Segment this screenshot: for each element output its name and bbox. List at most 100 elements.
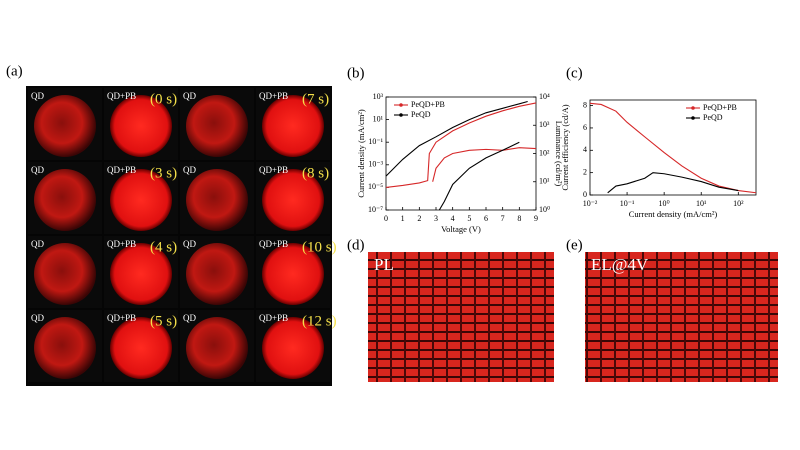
series-line bbox=[589, 102, 757, 194]
device-glow bbox=[262, 243, 324, 305]
device-glow bbox=[186, 169, 248, 231]
y-tick-label: 10⁻⁷ bbox=[368, 205, 383, 214]
legend-marker bbox=[399, 103, 403, 107]
legend-label: PeQD+PB bbox=[703, 103, 737, 112]
plot-frame bbox=[589, 99, 757, 196]
series-line bbox=[432, 147, 537, 182]
y2-tick-label: 10¹ bbox=[539, 177, 550, 186]
x-axis-title: Voltage (V) bbox=[441, 224, 481, 234]
legend-label: PeQD bbox=[703, 113, 723, 122]
time-label: (12 s) bbox=[302, 313, 337, 329]
device-glow bbox=[186, 317, 248, 379]
device-glow bbox=[34, 317, 96, 379]
device-glow bbox=[110, 317, 172, 379]
cell-label: QD+PB bbox=[107, 91, 136, 101]
panel-label: (a) bbox=[6, 63, 23, 79]
time-label: (8 s) bbox=[302, 165, 329, 181]
time-label: (5 s) bbox=[150, 313, 177, 329]
time-label: (10 s) bbox=[302, 239, 337, 255]
cell-label: QD bbox=[31, 91, 44, 101]
x-tick-label: 7 bbox=[501, 214, 505, 223]
image-label: PL bbox=[374, 255, 394, 274]
legend-marker bbox=[399, 113, 403, 117]
x-tick-label: 10¹ bbox=[696, 199, 707, 208]
x-tick-label: 8 bbox=[517, 214, 521, 223]
x-tick-label: 10² bbox=[733, 199, 744, 208]
series-line bbox=[438, 141, 520, 211]
series-line bbox=[385, 102, 537, 188]
time-label: (7 s) bbox=[302, 91, 329, 107]
y-tick-label: 4 bbox=[583, 145, 587, 154]
time-label: (3 s) bbox=[150, 165, 177, 181]
legend-label: PeQD+PB bbox=[411, 100, 445, 109]
y2-axis-title: Luminance (cd/m²) bbox=[554, 121, 564, 187]
device-glow bbox=[110, 243, 172, 305]
cell-label: QD bbox=[31, 313, 44, 323]
y-tick-label: 6 bbox=[583, 123, 587, 132]
y-tick-label: 10¹ bbox=[373, 114, 384, 123]
panel-label: (e) bbox=[566, 237, 583, 253]
device-glow bbox=[262, 169, 324, 231]
y2-tick-label: 10³ bbox=[539, 120, 550, 129]
x-tick-label: 5 bbox=[467, 214, 471, 223]
device-glow bbox=[186, 243, 248, 305]
panel-label: (d) bbox=[347, 237, 365, 253]
cell-label: QD bbox=[183, 313, 196, 323]
device-glow bbox=[34, 169, 96, 231]
x-tick-label: 2 bbox=[417, 214, 421, 223]
cell-label: QD+PB bbox=[259, 313, 288, 323]
legend-marker bbox=[691, 116, 695, 120]
x-tick-label: 1 bbox=[401, 214, 405, 223]
y-tick-label: 10⁻¹ bbox=[368, 137, 383, 146]
y-tick-label: 10⁻⁵ bbox=[368, 182, 383, 191]
device-glow bbox=[186, 95, 248, 157]
series-line bbox=[607, 172, 739, 194]
image-label: EL@4V bbox=[591, 255, 649, 274]
x-tick-label: 10⁻² bbox=[583, 199, 598, 208]
x-tick-label: 10⁰ bbox=[659, 199, 670, 208]
y-tick-label: 10³ bbox=[373, 92, 384, 101]
panel-label: (c) bbox=[566, 65, 583, 81]
device-glow bbox=[262, 95, 324, 157]
cell-label: QD+PB bbox=[107, 313, 136, 323]
cell-label: QD bbox=[31, 239, 44, 249]
y-tick-label: 0 bbox=[583, 190, 587, 199]
cell-label: QD+PB bbox=[107, 239, 136, 249]
plot-frame bbox=[385, 96, 537, 211]
y-tick-label: 2 bbox=[583, 167, 587, 176]
y-tick-label: 10⁻³ bbox=[368, 160, 383, 169]
y-axis-title: Current efficiency (cd/A) bbox=[560, 104, 570, 190]
x-tick-label: 0 bbox=[384, 214, 388, 223]
device-glow bbox=[34, 95, 96, 157]
cell-label: QD bbox=[183, 165, 196, 175]
panel-label: (b) bbox=[347, 65, 365, 81]
cell-label: QD+PB bbox=[259, 165, 288, 175]
device-glow bbox=[110, 95, 172, 157]
x-tick-label: 3 bbox=[434, 214, 438, 223]
y-axis-title: Current density (mA/cm²) bbox=[356, 109, 366, 198]
cell-label: QD bbox=[183, 91, 196, 101]
y2-tick-label: 10² bbox=[539, 148, 550, 157]
y2-tick-label: 10⁴ bbox=[539, 92, 550, 101]
x-tick-label: 10⁻¹ bbox=[620, 199, 635, 208]
legend-marker bbox=[691, 106, 695, 110]
device-glow bbox=[262, 317, 324, 379]
y2-tick-label: 10⁰ bbox=[539, 205, 550, 214]
cell-label: QD bbox=[31, 165, 44, 175]
cell-label: QD+PB bbox=[259, 239, 288, 249]
device-glow bbox=[110, 169, 172, 231]
cell-label: QD+PB bbox=[107, 165, 136, 175]
device-glow bbox=[34, 243, 96, 305]
x-tick-label: 9 bbox=[534, 214, 538, 223]
y-tick-label: 8 bbox=[583, 100, 587, 109]
cell-label: QD+PB bbox=[259, 91, 288, 101]
series-line bbox=[385, 100, 528, 177]
x-tick-label: 4 bbox=[451, 214, 455, 223]
x-axis-title: Current density (mA/cm²) bbox=[629, 209, 718, 219]
legend-label: PeQD bbox=[411, 110, 431, 119]
x-tick-label: 6 bbox=[484, 214, 488, 223]
panel-a: (a) QD QD+PB QD QD+PB (0 s) (7 s) QD QD+PB QD QD+P… bbox=[6, 63, 337, 386]
el-image bbox=[585, 252, 778, 382]
time-label: (0 s) bbox=[150, 91, 177, 107]
